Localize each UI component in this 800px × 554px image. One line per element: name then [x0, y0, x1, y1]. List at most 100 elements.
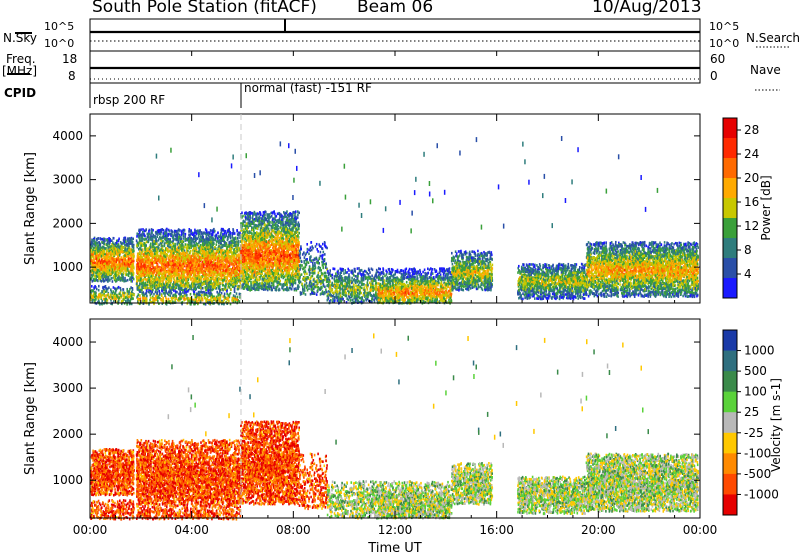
data-cell — [157, 239, 160, 242]
data-cell — [193, 244, 196, 247]
data-cell — [103, 239, 105, 242]
nsearch-bottom-tick: 10^0 — [709, 37, 739, 50]
data-cell — [230, 256, 233, 259]
data-cell — [100, 248, 102, 252]
data-cell — [158, 265, 160, 269]
data-cell — [141, 285, 143, 289]
data-cell — [142, 244, 144, 248]
data-cell — [188, 233, 190, 237]
power-colorbar-segment — [723, 138, 737, 159]
data-cell — [92, 264, 95, 267]
data-cell — [170, 267, 172, 271]
data-cell — [177, 256, 179, 259]
data-cell — [111, 260, 113, 263]
data-cell — [173, 275, 176, 278]
data-cell — [98, 270, 101, 274]
data-cell — [236, 295, 239, 299]
data-cell — [203, 265, 205, 269]
data-cell — [92, 259, 95, 263]
data-cell — [186, 270, 188, 273]
data-cell — [100, 246, 103, 250]
data-cell — [145, 283, 148, 287]
data-cell — [109, 273, 112, 277]
data-cell — [226, 282, 229, 286]
data-cell — [231, 285, 234, 288]
data-cell — [166, 240, 168, 244]
data-cell — [212, 266, 215, 270]
data-cell — [126, 242, 128, 246]
data-cell — [98, 299, 100, 303]
data-cell — [235, 253, 237, 257]
data-cell — [219, 285, 221, 288]
data-cell — [160, 261, 162, 265]
data-cell — [165, 248, 168, 251]
data-cell — [229, 245, 232, 248]
data-cell — [124, 291, 126, 295]
data-cell — [165, 280, 167, 284]
data-cell — [123, 291, 125, 294]
data-cell — [164, 269, 166, 272]
data-cell — [203, 260, 206, 264]
data-cell — [118, 251, 121, 254]
data-cell — [168, 229, 171, 233]
data-cell — [105, 242, 108, 246]
data-cell — [208, 256, 211, 259]
data-cell — [196, 260, 198, 264]
data-cell — [92, 239, 94, 242]
data-cell — [160, 248, 162, 251]
velocity-colorbar-tick-label: 100 — [744, 385, 767, 399]
data-cell — [103, 247, 106, 250]
data-cell — [183, 268, 185, 272]
data-cell — [169, 284, 171, 287]
data-cell — [157, 282, 160, 286]
data-cell — [126, 287, 128, 291]
data-cell — [180, 237, 183, 241]
velocity-colorbar-tick-label: -100 — [744, 446, 771, 460]
data-cell — [186, 267, 189, 271]
data-cell — [106, 257, 108, 261]
data-cell — [231, 268, 233, 272]
data-cell — [209, 236, 211, 239]
data-cell — [151, 259, 154, 262]
data-cell — [113, 278, 116, 282]
data-cell — [153, 271, 156, 274]
data-cell — [131, 273, 133, 277]
velocity-colorbar-segment — [723, 371, 737, 393]
data-cell — [142, 267, 145, 271]
data-cell — [213, 238, 216, 241]
data-cell — [119, 286, 122, 290]
data-cell — [155, 288, 157, 292]
data-cell — [235, 250, 237, 253]
data-cell — [194, 228, 196, 232]
data-cell — [124, 273, 127, 276]
data-cell — [176, 272, 179, 275]
data-cell — [100, 273, 103, 277]
data-cell — [194, 271, 197, 275]
data-cell — [112, 241, 114, 244]
data-cell — [207, 277, 210, 281]
data-cell — [227, 265, 230, 268]
data-cell — [118, 249, 120, 252]
data-cell — [118, 266, 121, 270]
data-cell — [91, 300, 93, 303]
data-cell — [188, 246, 191, 250]
data-cell — [192, 285, 194, 288]
data-cell — [223, 243, 226, 246]
data-cell — [169, 246, 172, 249]
data-cell — [194, 247, 196, 250]
data-cell — [132, 262, 135, 265]
data-cell — [130, 271, 133, 275]
data-cell — [174, 242, 176, 246]
data-cell — [99, 237, 102, 241]
data-cell — [92, 296, 94, 299]
data-cell — [98, 273, 101, 277]
data-cell — [121, 245, 123, 249]
data-cell — [132, 237, 134, 241]
data-cell — [95, 287, 98, 291]
data-cell — [103, 271, 105, 274]
data-cell — [128, 239, 131, 243]
data-cell — [107, 295, 110, 299]
data-cell — [132, 257, 134, 261]
data-cell — [105, 274, 108, 277]
data-cell — [139, 247, 142, 251]
